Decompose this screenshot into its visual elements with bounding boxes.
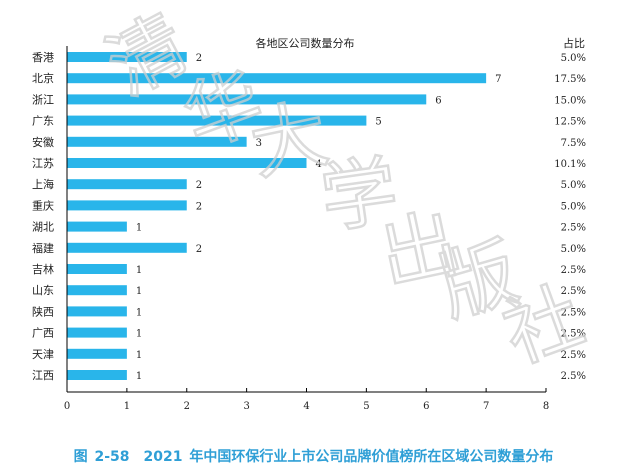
category-label: 安徽	[32, 135, 54, 149]
value-label: 1	[136, 223, 142, 234]
category-label: 天津	[32, 348, 54, 361]
share-label: 5.0%	[561, 201, 586, 212]
category-label: 吉林	[32, 262, 54, 276]
x-tick-label: 1	[124, 401, 130, 412]
bar	[67, 306, 127, 317]
value-label: 1	[136, 286, 142, 297]
bar	[67, 264, 127, 274]
category-label: 香港	[32, 51, 54, 64]
bar	[67, 348, 127, 359]
value-label: 5	[375, 117, 381, 128]
category-label: 上海	[32, 177, 54, 191]
value-label: 2	[196, 244, 202, 255]
value-label: 1	[136, 350, 142, 361]
x-tick-label: 4	[303, 401, 309, 412]
share-label: 10.1%	[554, 159, 586, 170]
chart-title: 各地区公司数量分布	[256, 36, 355, 50]
bar	[67, 52, 187, 62]
share-label: 15.0%	[554, 95, 586, 106]
share-labels: 5.0% 17.5% 15.0% 12.5% 7.5% 10.1% 5.0% 5.0% 2.5%…	[554, 53, 586, 382]
value-label: 7	[495, 74, 501, 85]
share-label: 2.5%	[561, 286, 586, 297]
value-labels: 2 7 6 5 3 4 2 2 1 2 1 1 1 1 1 1	[136, 53, 502, 382]
value-label: 1	[136, 329, 142, 340]
category-label: 江西	[32, 369, 54, 382]
bar	[67, 370, 127, 380]
share-label: 2.5%	[561, 350, 586, 361]
value-label: 1	[136, 371, 142, 382]
share-label: 5.0%	[561, 180, 586, 191]
share-label: 2.5%	[561, 223, 586, 234]
category-label: 广西	[32, 327, 54, 340]
x-tick-label: 8	[543, 401, 549, 412]
x-tick-label: 6	[423, 401, 429, 412]
share-label: 2.5%	[561, 265, 586, 276]
bar	[67, 242, 187, 253]
x-tick-label: 0	[64, 401, 70, 412]
category-label: 湖北	[32, 221, 54, 234]
bar	[67, 200, 187, 211]
category-label: 江苏	[32, 157, 54, 170]
value-label: 2	[196, 201, 202, 212]
bar	[67, 158, 307, 168]
value-label: 2	[196, 180, 202, 191]
figure-caption: 图 2-58 2021 年中国环保行业上市公司品牌价值榜所在区域公司数量分布	[73, 449, 554, 465]
category-label: 广东	[32, 115, 54, 128]
share-label: 2.5%	[561, 329, 586, 340]
bar	[67, 179, 187, 190]
share-label: 17.5%	[554, 74, 586, 85]
bars-group	[67, 52, 487, 380]
x-tick-label: 7	[483, 401, 489, 412]
category-label: 北京	[32, 71, 54, 85]
x-tick-label: 5	[363, 401, 369, 412]
category-label: 浙江	[32, 93, 54, 106]
share-label: 5.0%	[561, 53, 586, 64]
value-label: 3	[256, 138, 262, 149]
bar	[67, 136, 247, 147]
value-label: 6	[435, 95, 441, 106]
bar	[67, 285, 127, 296]
bar	[67, 73, 487, 84]
x-axis-ticks: 0 1 2 3 4 5 6 7 8	[64, 388, 549, 412]
value-label: 1	[136, 265, 142, 276]
x-tick-label: 3	[243, 401, 249, 412]
share-label: 7.5%	[561, 138, 586, 149]
share-column-header: 占比	[563, 36, 585, 50]
category-label: 陕西	[32, 304, 54, 318]
x-tick-label: 2	[184, 401, 190, 412]
bar	[67, 115, 367, 126]
value-label: 4	[316, 159, 322, 170]
bar	[67, 94, 427, 105]
category-label: 福建	[32, 241, 54, 255]
value-label: 2	[196, 53, 202, 64]
share-label: 12.5%	[554, 117, 586, 128]
share-label: 2.5%	[561, 371, 586, 382]
share-label: 2.5%	[561, 307, 586, 318]
value-label: 1	[136, 307, 142, 318]
bar	[67, 327, 127, 338]
category-label: 山东	[32, 284, 54, 297]
bar	[67, 221, 127, 232]
category-label: 重庆	[32, 198, 54, 212]
share-label: 5.0%	[561, 244, 586, 255]
